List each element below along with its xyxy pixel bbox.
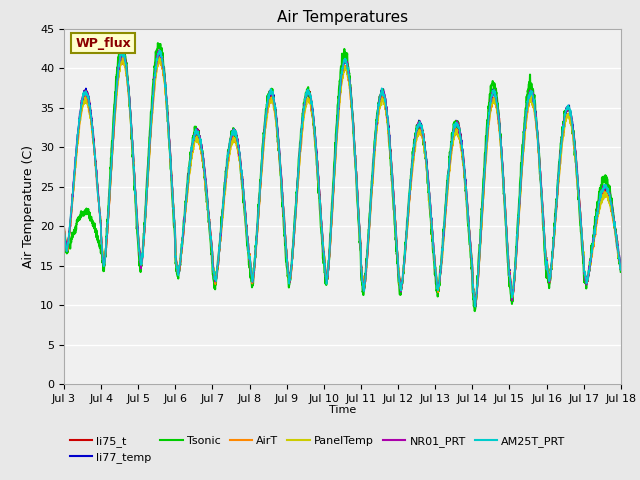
NR01_PRT (216, 245, 223, 251)
PanelTemp (617, 263, 625, 268)
PanelTemp (359, 273, 367, 279)
Tsonic (617, 269, 625, 275)
NR01_PRT (359, 279, 367, 285)
Tsonic (60, 245, 68, 251)
AM25T_PRT (568, 120, 576, 126)
li75_t (216, 247, 223, 253)
AM25T_PRT (472, 304, 479, 310)
NR01_PRT (472, 303, 479, 309)
NR01_PRT (584, 272, 591, 278)
Tsonic (371, 137, 379, 143)
PanelTemp (216, 245, 223, 251)
NR01_PRT (118, 47, 126, 53)
Tsonic (471, 308, 479, 314)
Line: li75_t: li75_t (64, 51, 621, 307)
AM25T_PRT (617, 267, 625, 273)
Tsonic (216, 242, 223, 248)
li77_temp (584, 273, 591, 279)
li77_temp (617, 269, 625, 275)
PanelTemp (471, 300, 479, 306)
AirT (157, 55, 164, 60)
AM25T_PRT (359, 279, 367, 285)
AirT (584, 276, 591, 281)
Line: PanelTemp: PanelTemp (64, 57, 621, 303)
Tsonic (568, 122, 576, 128)
AirT (60, 226, 68, 231)
PanelTemp (505, 260, 513, 265)
li75_t (505, 261, 513, 266)
li77_temp (371, 143, 379, 149)
Line: AirT: AirT (64, 58, 621, 303)
NR01_PRT (568, 116, 576, 122)
li75_t (472, 304, 479, 310)
AM25T_PRT (371, 142, 379, 147)
AirT (505, 261, 513, 267)
Tsonic (117, 36, 125, 41)
AM25T_PRT (584, 277, 591, 283)
PanelTemp (60, 224, 68, 229)
Tsonic (584, 277, 591, 283)
Legend: li75_t, li77_temp, Tsonic, AirT, PanelTemp, NR01_PRT, AM25T_PRT: li75_t, li77_temp, Tsonic, AirT, PanelTe… (70, 436, 566, 463)
Line: NR01_PRT: NR01_PRT (64, 50, 621, 306)
PanelTemp (119, 54, 127, 60)
AirT (617, 266, 625, 272)
PanelTemp (568, 126, 576, 132)
li75_t (118, 48, 126, 54)
NR01_PRT (60, 220, 68, 226)
PanelTemp (584, 276, 591, 282)
Line: Tsonic: Tsonic (64, 38, 621, 311)
li75_t (617, 265, 625, 271)
AM25T_PRT (216, 246, 223, 252)
li77_temp (119, 47, 127, 52)
li77_temp (472, 304, 479, 310)
li75_t (359, 279, 367, 285)
Y-axis label: Air Temperature (C): Air Temperature (C) (22, 145, 35, 268)
li77_temp (505, 262, 513, 267)
li75_t (568, 117, 576, 122)
AirT (371, 149, 379, 155)
li77_temp (359, 279, 367, 285)
X-axis label: Time: Time (329, 405, 356, 415)
AirT (216, 247, 223, 252)
li75_t (584, 276, 591, 281)
li77_temp (568, 119, 576, 125)
Text: WP_flux: WP_flux (75, 36, 131, 49)
AM25T_PRT (60, 228, 68, 234)
AM25T_PRT (119, 47, 127, 53)
AirT (359, 279, 367, 285)
Tsonic (359, 289, 367, 295)
Title: Air Temperatures: Air Temperatures (277, 10, 408, 25)
NR01_PRT (617, 266, 625, 272)
Tsonic (505, 273, 513, 278)
AirT (568, 124, 576, 130)
li75_t (371, 143, 379, 148)
AM25T_PRT (505, 262, 513, 267)
li77_temp (216, 242, 223, 248)
li75_t (60, 227, 68, 232)
li77_temp (60, 227, 68, 233)
NR01_PRT (371, 141, 379, 147)
Line: AM25T_PRT: AM25T_PRT (64, 50, 621, 307)
PanelTemp (371, 150, 379, 156)
AirT (472, 300, 479, 306)
NR01_PRT (505, 263, 513, 269)
Line: li77_temp: li77_temp (64, 49, 621, 307)
